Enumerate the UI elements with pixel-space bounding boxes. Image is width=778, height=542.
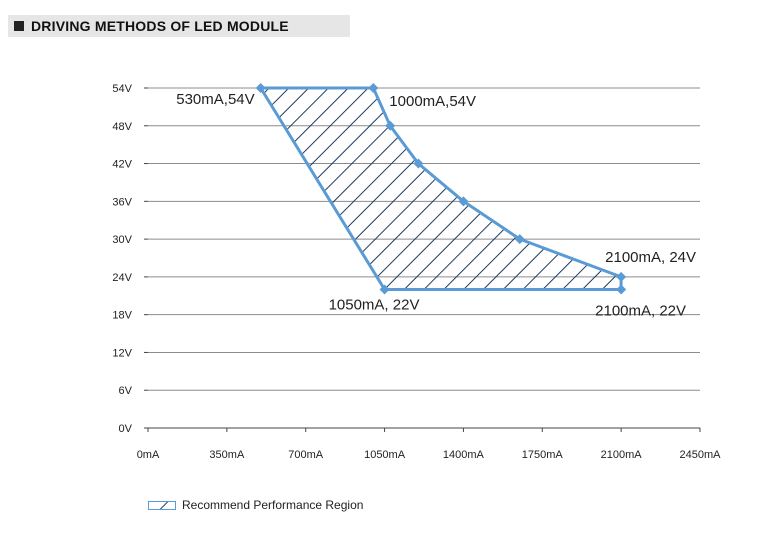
data-point-marker [514, 234, 525, 245]
legend-hatch-swatch [148, 500, 176, 510]
x-tick-label: 350mA [209, 449, 245, 461]
point-annotation: 1050mA, 22V [329, 296, 420, 313]
square-bullet-icon [14, 21, 24, 31]
section-title: DRIVING METHODS OF LED MODULE [31, 18, 289, 34]
legend: Recommend Performance Region [148, 498, 363, 512]
y-tick-label: 12V [112, 347, 132, 359]
data-point-marker [616, 284, 627, 295]
x-tick-label: 1050mA [364, 449, 406, 461]
point-annotation: 2100mA, 22V [595, 302, 686, 319]
point-annotation: 530mA,54V [176, 91, 254, 108]
data-point-marker [616, 271, 627, 282]
data-point-marker [368, 83, 379, 93]
point-annotation: 2100mA, 24V [605, 249, 696, 266]
x-tick-label: 700mA [288, 449, 324, 461]
y-tick-label: 0V [119, 423, 133, 435]
legend-label: Recommend Performance Region [182, 498, 364, 512]
y-tick-label: 54V [112, 83, 132, 95]
y-tick-label: 36V [112, 196, 132, 208]
x-tick-label: 1750mA [522, 449, 564, 461]
x-tick-label: 1400mA [443, 449, 485, 461]
data-point-marker [413, 158, 424, 169]
y-tick-label: 48V [112, 121, 132, 133]
data-point-marker [458, 196, 469, 207]
x-tick-label: 2450mA [680, 449, 722, 461]
section-header: DRIVING METHODS OF LED MODULE [8, 15, 350, 37]
x-tick-label: 0mA [137, 449, 160, 461]
data-point-marker [385, 120, 396, 131]
performance-region-polygon [259, 86, 623, 291]
y-tick-label: 18V [112, 310, 132, 322]
data-point-marker [255, 83, 266, 93]
y-tick-label: 42V [112, 159, 132, 171]
x-tick-label: 2100mA [601, 449, 643, 461]
point-annotation: 1000mA,54V [389, 93, 476, 110]
y-tick-label: 6V [119, 385, 133, 397]
y-tick-label: 24V [112, 272, 132, 284]
data-point-marker [379, 284, 390, 295]
y-tick-label: 30V [112, 234, 132, 246]
